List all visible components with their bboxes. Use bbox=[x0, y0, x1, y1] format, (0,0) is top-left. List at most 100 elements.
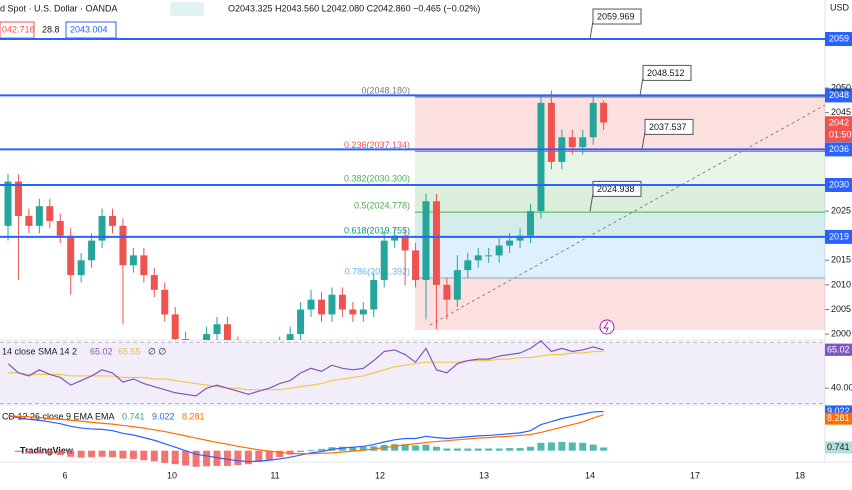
candle-body bbox=[98, 216, 106, 241]
macd-hist-bar bbox=[88, 450, 96, 458]
level-tag-label: 2019 bbox=[829, 231, 849, 241]
candle-body bbox=[527, 211, 534, 236]
rsi-line bbox=[7, 339, 604, 397]
macd-hist-bar bbox=[223, 450, 231, 466]
countdown: 01:50 bbox=[829, 130, 852, 140]
candle-body bbox=[328, 294, 336, 315]
symbol: ld Spot · U.S. Dollar · OANDA bbox=[0, 3, 118, 13]
candle-body bbox=[161, 289, 169, 315]
sell-box[interactable] bbox=[0, 21, 35, 39]
candle-body bbox=[213, 324, 221, 335]
candle-body bbox=[495, 245, 503, 256]
toggle[interactable] bbox=[170, 2, 204, 16]
macd-hist-bar bbox=[265, 450, 273, 460]
candle-body bbox=[537, 102, 545, 212]
macd-hist-bar bbox=[537, 442, 545, 451]
x-tick-label: 10 bbox=[167, 470, 177, 480]
candle-body bbox=[119, 225, 127, 266]
macd-hist-bar bbox=[109, 450, 116, 458]
macd-hist-bar bbox=[349, 446, 357, 451]
rsi-axis-tag bbox=[825, 343, 852, 356]
macd-hist-bar bbox=[600, 447, 608, 451]
candle-body bbox=[203, 334, 211, 340]
candle-body bbox=[14, 181, 22, 217]
x-tick-label: 17 bbox=[690, 470, 700, 480]
rsi-axis-label: 65.02 bbox=[827, 344, 850, 354]
macd-hist-bar bbox=[98, 450, 106, 457]
level-tag-label: 2059 bbox=[829, 33, 849, 43]
fib-zone bbox=[415, 236, 825, 279]
signal-line bbox=[7, 414, 604, 455]
macd-hist-bar bbox=[391, 444, 399, 451]
macd-hist-bar bbox=[255, 450, 263, 462]
candle-body bbox=[485, 255, 493, 257]
rsi-extra: ∅ ∅ bbox=[148, 346, 166, 356]
y-tick-label: 2045 bbox=[831, 107, 851, 117]
fib-zone bbox=[415, 151, 825, 186]
x-tick-label: 18 bbox=[795, 470, 805, 480]
candle-body bbox=[412, 250, 420, 280]
macd-hist-bar bbox=[77, 450, 85, 458]
fib-zone bbox=[415, 278, 825, 330]
macd-label: 9.022 bbox=[152, 411, 175, 421]
candle-body bbox=[391, 235, 399, 241]
macd-hist-bar bbox=[568, 442, 576, 451]
callout-text: 2048.512 bbox=[647, 68, 685, 78]
macd-hist-bar bbox=[56, 450, 64, 456]
macd-hist-bar bbox=[14, 450, 22, 452]
macd-hist-bar bbox=[192, 450, 200, 467]
macd-hist-bar bbox=[359, 446, 367, 451]
level-tag bbox=[825, 229, 852, 244]
macd-axis-label: 8.281 bbox=[827, 413, 850, 423]
macd-hist-bar bbox=[432, 446, 440, 451]
x-tick-label: 11 bbox=[270, 470, 279, 480]
fib-zone bbox=[415, 212, 825, 237]
y-tick-label: 2000 bbox=[831, 328, 851, 338]
macd-hist-bar bbox=[140, 450, 148, 461]
candle-body bbox=[380, 240, 388, 280]
macd-hist-bar bbox=[276, 450, 284, 458]
y-tick-label: 2025 bbox=[831, 205, 851, 215]
macd-hist-bar bbox=[25, 450, 33, 454]
event-icon-glyph bbox=[603, 321, 609, 333]
macd-hist-bar bbox=[474, 448, 482, 451]
candle-body bbox=[4, 181, 12, 226]
y-tick-label: 2015 bbox=[831, 255, 851, 265]
macd-hist-bar bbox=[171, 450, 179, 465]
buy-box[interactable] bbox=[65, 21, 117, 39]
x-tick-label: 12 bbox=[375, 470, 385, 480]
macd-hist-bar bbox=[150, 450, 158, 462]
macd-hist-bar bbox=[307, 449, 315, 451]
candle-body bbox=[600, 102, 608, 123]
last-price-label: 2042 bbox=[829, 118, 849, 128]
fib-label: 0.786(2011.392) bbox=[345, 266, 410, 276]
candle-body bbox=[56, 220, 64, 236]
rsi-band bbox=[0, 342, 825, 404]
fib-label: 0.618(2019.755) bbox=[344, 225, 410, 235]
candle-body bbox=[443, 284, 451, 300]
candle-body bbox=[432, 201, 440, 285]
callout-box bbox=[644, 118, 694, 135]
candle-body bbox=[140, 255, 148, 276]
candle-body bbox=[474, 255, 482, 261]
fib-label: 0.236(2037.134) bbox=[344, 140, 410, 150]
macd-hist-label: 0.741 bbox=[122, 411, 145, 421]
y-tick-label: 2005 bbox=[831, 304, 851, 314]
level-tag-label: 2048 bbox=[829, 90, 849, 100]
macd-hist-bar bbox=[422, 444, 430, 451]
macd-hist-bar bbox=[234, 450, 242, 466]
candle-body bbox=[579, 137, 587, 148]
macd-hist-bar bbox=[244, 450, 252, 465]
candle-body bbox=[547, 102, 555, 162]
candle-body bbox=[318, 299, 325, 315]
candle-body bbox=[182, 339, 190, 340]
macd-hist-bar bbox=[453, 448, 461, 451]
level-tag-label: 2036 bbox=[829, 144, 849, 154]
rsi-value: 65.02 bbox=[90, 346, 113, 356]
sell-price: 042.716 bbox=[2, 24, 35, 34]
candle-body bbox=[223, 324, 231, 340]
callout-box bbox=[642, 64, 692, 81]
x-tick-label: 14 bbox=[585, 470, 595, 480]
event-icon[interactable] bbox=[599, 319, 615, 335]
candle-body bbox=[568, 137, 576, 148]
